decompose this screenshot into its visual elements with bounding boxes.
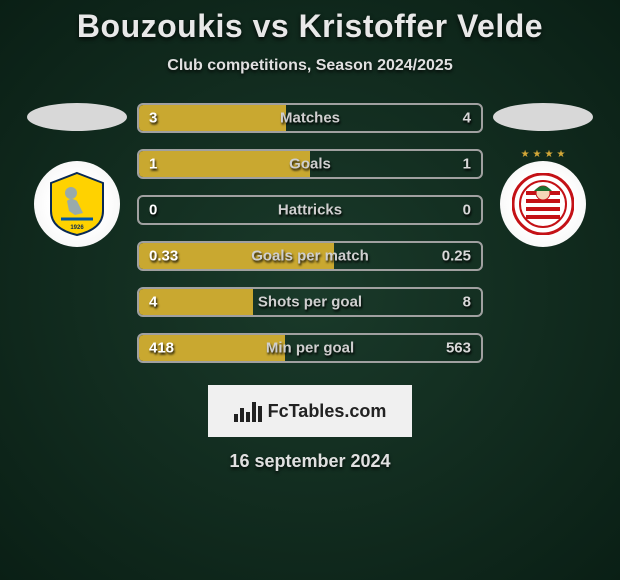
page-title: Bouzoukis vs Kristoffer Velde bbox=[0, 8, 620, 45]
watermark-badge: FcTables.com bbox=[208, 385, 412, 437]
right-player-silhouette bbox=[493, 103, 593, 131]
stat-row: 418 Min per goal 563 bbox=[137, 333, 483, 363]
stat-left-value: 1 bbox=[149, 156, 157, 173]
stat-left-value: 3 bbox=[149, 110, 157, 127]
olympiacos-crest-icon bbox=[512, 173, 574, 235]
star-icon: ★ bbox=[533, 149, 542, 160]
stat-label: Goals per match bbox=[251, 248, 369, 265]
date-label: 16 september 2024 bbox=[0, 451, 620, 472]
panaitolikos-crest-icon: 1926 bbox=[47, 171, 107, 237]
left-player-silhouette bbox=[27, 103, 127, 131]
stat-left-value: 4 bbox=[149, 294, 157, 311]
stat-label: Goals bbox=[289, 156, 331, 173]
page-subtitle: Club competitions, Season 2024/2025 bbox=[0, 57, 620, 75]
stat-left-value: 418 bbox=[149, 340, 174, 357]
stat-right-value: 563 bbox=[446, 340, 471, 357]
star-icon: ★ bbox=[545, 149, 554, 160]
stat-label: Matches bbox=[280, 110, 340, 127]
star-icon: ★ bbox=[556, 149, 565, 160]
club-stars-row: ★ ★ ★ ★ bbox=[521, 149, 566, 160]
stat-bars-column: 3 Matches 4 1 Goals 1 0 Hattricks 0 0.33 Goals per… bbox=[137, 103, 483, 379]
watermark-text: FcTables.com bbox=[268, 401, 387, 422]
stat-right-value: 1 bbox=[463, 156, 471, 173]
right-player-column: ★ ★ ★ ★ bbox=[483, 103, 603, 247]
stat-right-value: 0 bbox=[463, 202, 471, 219]
stat-right-value: 8 bbox=[463, 294, 471, 311]
content-row: 1926 3 Matches 4 1 Goals 1 0 Hattricks 0 0.33 Goal… bbox=[0, 103, 620, 379]
star-icon: ★ bbox=[521, 149, 530, 160]
right-club-logo: ★ ★ ★ ★ bbox=[500, 161, 586, 247]
left-player-column: 1926 bbox=[17, 103, 137, 247]
stat-row: 0 Hattricks 0 bbox=[137, 195, 483, 225]
stat-bar-fill bbox=[139, 105, 286, 131]
stat-bar-fill bbox=[139, 151, 310, 177]
bar-chart-icon bbox=[234, 400, 262, 422]
stat-row: 0.33 Goals per match 0.25 bbox=[137, 241, 483, 271]
comparison-container: Bouzoukis vs Kristoffer Velde Club compe… bbox=[0, 0, 620, 472]
stat-label: Shots per goal bbox=[258, 294, 362, 311]
stat-row: 3 Matches 4 bbox=[137, 103, 483, 133]
stat-right-value: 0.25 bbox=[442, 248, 471, 265]
stat-row: 1 Goals 1 bbox=[137, 149, 483, 179]
stat-left-value: 0 bbox=[149, 202, 157, 219]
stat-row: 4 Shots per goal 8 bbox=[137, 287, 483, 317]
left-club-logo: 1926 bbox=[34, 161, 120, 247]
stat-label: Min per goal bbox=[266, 340, 354, 357]
stat-right-value: 4 bbox=[463, 110, 471, 127]
stat-label: Hattricks bbox=[278, 202, 342, 219]
svg-text:1926: 1926 bbox=[70, 225, 84, 231]
stat-left-value: 0.33 bbox=[149, 248, 178, 265]
